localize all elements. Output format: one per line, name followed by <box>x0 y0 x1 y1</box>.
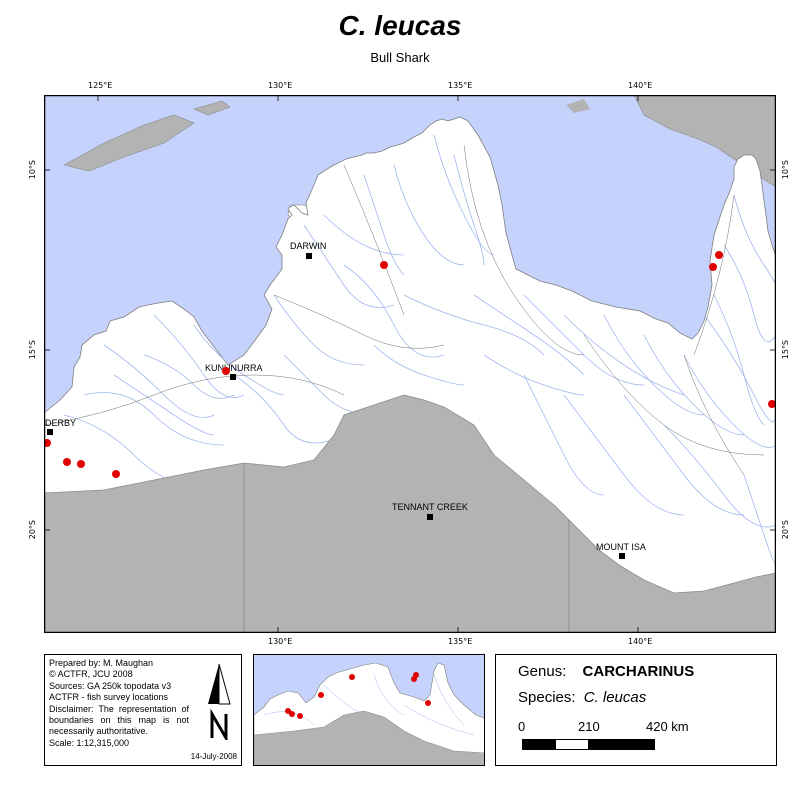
info-line: Prepared by: M. Maughan <box>49 658 154 668</box>
species-label: Species: <box>518 689 576 706</box>
town-label: DARWIN <box>290 241 326 251</box>
inset-occurrence-point <box>411 676 417 682</box>
lat-tick-right-20: 20°S <box>781 520 790 540</box>
inset-occurrence-point <box>289 711 295 717</box>
town-label: DERBY <box>45 418 76 428</box>
occurrence-point <box>63 458 71 466</box>
lon-tick-top-135: 135°E <box>448 81 473 90</box>
town-kununurra: KUNUNURRA <box>205 363 263 380</box>
info-line: ACTFR - fish survey locations <box>49 692 169 703</box>
scale-label-420: 420 km <box>646 719 689 734</box>
town-derby: DERBY <box>45 418 76 435</box>
inset-occurrence-point <box>349 674 355 680</box>
scale-bar <box>522 739 655 750</box>
town-mount-isa: MOUNT ISA <box>596 542 646 559</box>
lon-tick-top-130: 130°E <box>268 81 293 90</box>
info-line: Disclaimer: The representation of bounda… <box>49 703 189 737</box>
species-value: C. leucas <box>583 689 647 706</box>
occurrence-point <box>709 263 717 271</box>
north-arrow-icon <box>208 663 231 740</box>
lat-tick-left-15: 15°S <box>28 340 37 360</box>
scale-label-0: 0 <box>518 719 526 734</box>
map-subtitle: Bull Shark <box>370 50 430 65</box>
lat-tick-left-10: 10°S <box>28 160 37 180</box>
town-label: MOUNT ISA <box>596 542 646 552</box>
genus-value: CARCHARINUS <box>582 663 695 680</box>
info-box: Prepared by: M. Maughan © ACTFR, JCU 200… <box>44 654 242 766</box>
map-date: 14-July-2008 <box>190 752 237 761</box>
main-map: DARWIN KUNUNURRA DERBY TENNANT CREEK MOU… <box>44 95 776 633</box>
inset-occurrence-point <box>425 700 431 706</box>
legend-box: Genus: CARCHARINUS Species: C. leucas 0 … <box>495 654 777 766</box>
lon-tick-bottom-130: 130°E <box>268 637 293 646</box>
town-label: KUNUNURRA <box>205 363 263 373</box>
info-line: © ACTFR, JCU 2008 <box>49 669 133 680</box>
occurrence-point <box>77 460 85 468</box>
occurrence-point <box>380 261 388 269</box>
info-text: Prepared by: M. Maughan © ACTFR, JCU 200… <box>49 658 189 749</box>
scale-label-210: 210 <box>578 719 600 734</box>
town-tennant-creek: TENNANT CREEK <box>392 502 468 520</box>
town-label: TENNANT CREEK <box>392 502 468 512</box>
occurrence-point <box>768 400 776 408</box>
info-line: Sources: GA 250k topodata v3 <box>49 680 172 691</box>
town-darwin: DARWIN <box>290 241 326 259</box>
inset-occurrence-point <box>297 713 303 719</box>
lat-tick-left-20: 20°S <box>28 520 37 540</box>
genus-row: Genus: CARCHARINUS <box>518 663 694 680</box>
lon-tick-bottom-140: 140°E <box>628 637 653 646</box>
lon-tick-top-125: 125°E <box>88 81 113 90</box>
map-title: C. leucas <box>338 10 462 41</box>
species-row: Species: C. leucas <box>518 689 646 706</box>
lat-tick-right-15: 15°S <box>781 340 790 360</box>
occurrence-point <box>44 439 51 447</box>
occurrence-point <box>715 251 723 259</box>
lat-tick-right-10: 10°S <box>781 160 790 180</box>
info-line: Scale: 1:12,315,000 <box>49 737 130 748</box>
occurrence-point <box>222 367 230 375</box>
lon-tick-bottom-135: 135°E <box>448 637 473 646</box>
inset-occurrence-point <box>318 692 324 698</box>
inset-map <box>253 654 485 766</box>
occurrence-point <box>112 470 120 478</box>
genus-label: Genus: <box>518 663 567 680</box>
lon-tick-top-140: 140°E <box>628 81 653 90</box>
